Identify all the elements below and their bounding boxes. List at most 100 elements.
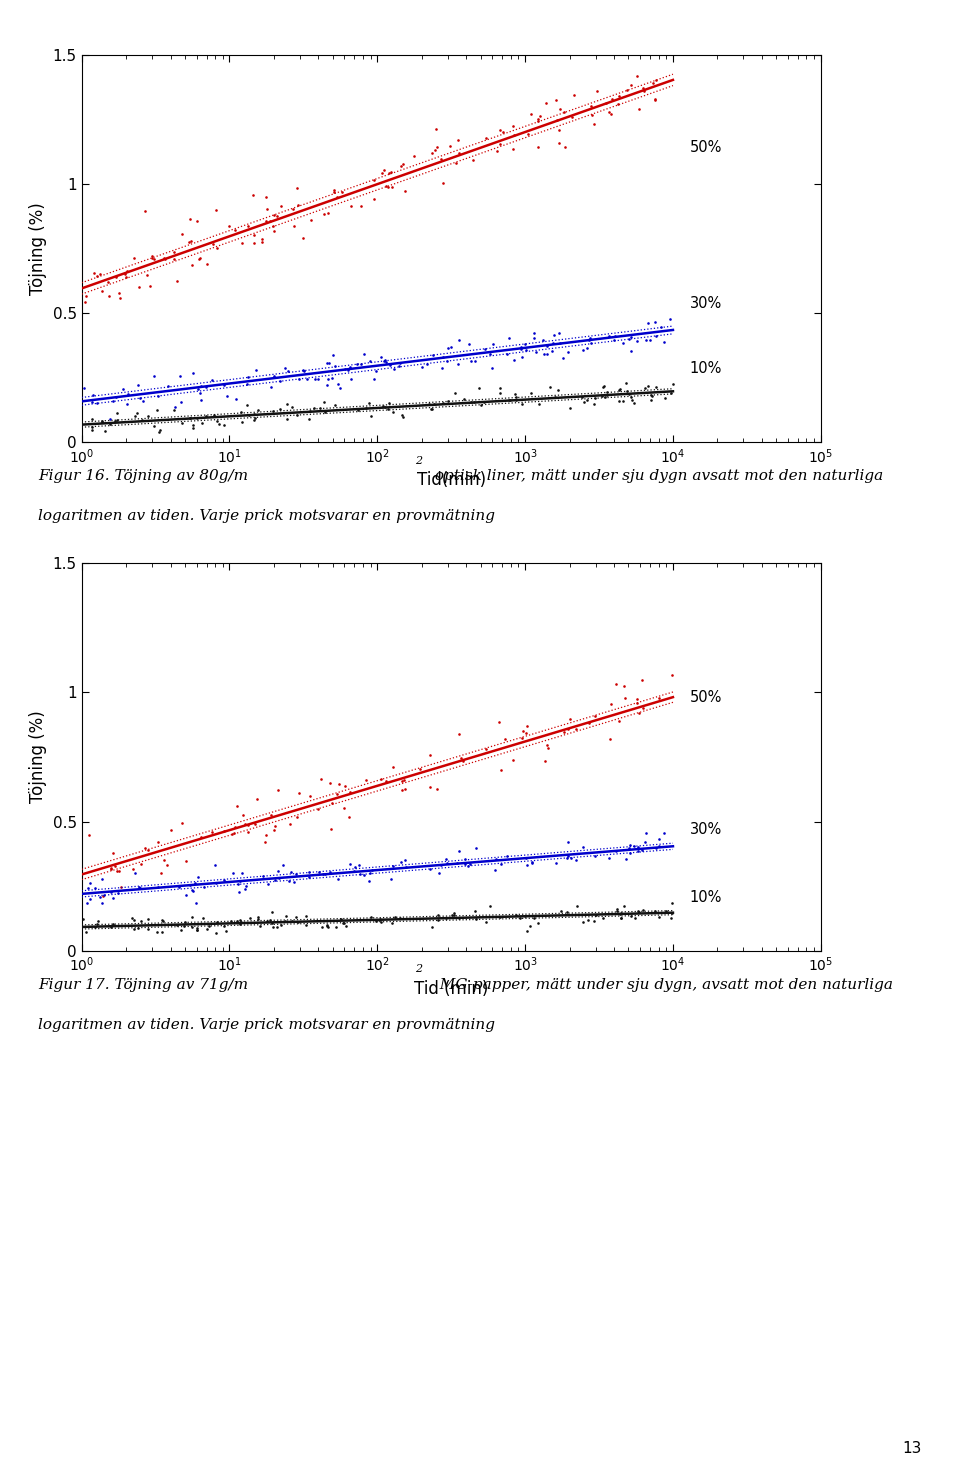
- Point: [558, 134, 573, 158]
- Point: [87, 915, 103, 939]
- Point: [493, 759, 509, 783]
- Point: [551, 321, 566, 345]
- Point: [587, 112, 602, 136]
- Point: [397, 777, 413, 800]
- Point: [206, 402, 222, 426]
- Point: [636, 77, 651, 100]
- Point: [589, 80, 605, 103]
- Point: [561, 830, 576, 853]
- Point: [618, 371, 634, 395]
- Point: [191, 248, 206, 271]
- Point: [265, 399, 280, 423]
- Text: 50%: 50%: [690, 690, 722, 705]
- Point: [191, 377, 206, 401]
- Point: [607, 324, 622, 348]
- Point: [524, 850, 540, 874]
- Point: [505, 115, 520, 139]
- Point: [140, 839, 156, 862]
- Point: [381, 162, 396, 186]
- Point: [372, 908, 387, 932]
- Point: [137, 837, 153, 861]
- Point: [542, 374, 558, 398]
- Point: [478, 737, 493, 761]
- Text: 13: 13: [902, 1442, 922, 1456]
- Point: [211, 411, 227, 435]
- Point: [644, 383, 660, 407]
- Point: [187, 871, 203, 895]
- Point: [111, 282, 127, 305]
- Point: [189, 918, 204, 942]
- Point: [420, 352, 435, 376]
- Point: [424, 915, 440, 939]
- Point: [185, 413, 201, 436]
- Point: [383, 161, 398, 184]
- Point: [234, 410, 250, 433]
- Text: MG-papper, mätt under sju dygn, avsatt mot den naturliga: MG-papper, mätt under sju dygn, avsatt m…: [430, 979, 893, 992]
- Point: [276, 853, 291, 877]
- Point: [509, 904, 524, 927]
- Text: optisk liner, mätt under sju dygn avsatt mot den naturliga: optisk liner, mätt under sju dygn avsatt…: [430, 470, 883, 483]
- Point: [232, 908, 248, 932]
- Point: [253, 227, 269, 251]
- Point: [227, 821, 242, 845]
- Point: [362, 868, 377, 892]
- Point: [582, 329, 597, 352]
- Point: [207, 853, 223, 877]
- Point: [615, 332, 631, 355]
- Point: [468, 907, 484, 930]
- Point: [108, 385, 124, 408]
- Point: [362, 861, 377, 884]
- Point: [312, 861, 327, 884]
- Point: [616, 893, 632, 917]
- Point: [108, 853, 123, 877]
- Point: [288, 862, 303, 886]
- Point: [603, 693, 618, 716]
- Point: [225, 862, 240, 886]
- Point: [247, 812, 262, 836]
- Point: [487, 858, 502, 881]
- Point: [473, 392, 489, 416]
- Point: [563, 846, 578, 870]
- Point: [233, 911, 249, 935]
- Point: [169, 270, 184, 293]
- Point: [89, 391, 105, 414]
- Point: [623, 905, 638, 929]
- Point: [568, 718, 584, 741]
- Point: [127, 246, 142, 270]
- Point: [102, 408, 117, 432]
- Point: [518, 338, 534, 361]
- Point: [133, 852, 149, 876]
- Point: [373, 768, 389, 792]
- Point: [380, 398, 396, 422]
- Point: [378, 769, 394, 793]
- Point: [289, 905, 304, 929]
- Point: [130, 401, 145, 425]
- Point: [482, 342, 497, 366]
- Point: [532, 103, 547, 127]
- Point: [326, 178, 342, 202]
- Point: [325, 343, 341, 367]
- Point: [94, 279, 109, 302]
- Point: [151, 830, 166, 853]
- Point: [647, 87, 662, 111]
- Y-axis label: Töjning (%): Töjning (%): [29, 202, 47, 295]
- Point: [289, 175, 304, 199]
- Text: 50%: 50%: [690, 140, 722, 155]
- Point: [95, 884, 110, 908]
- Point: [551, 118, 566, 142]
- Text: 10%: 10%: [690, 890, 722, 905]
- Point: [587, 392, 602, 416]
- Point: [421, 392, 437, 416]
- Point: [628, 907, 643, 930]
- Point: [106, 886, 121, 909]
- Point: [270, 778, 285, 802]
- Point: [247, 231, 262, 255]
- Point: [444, 336, 459, 360]
- Point: [519, 918, 535, 942]
- Point: [637, 830, 653, 853]
- Point: [426, 392, 442, 416]
- Point: [200, 917, 215, 940]
- Point: [321, 915, 336, 939]
- Point: [237, 877, 252, 901]
- Point: [382, 354, 397, 377]
